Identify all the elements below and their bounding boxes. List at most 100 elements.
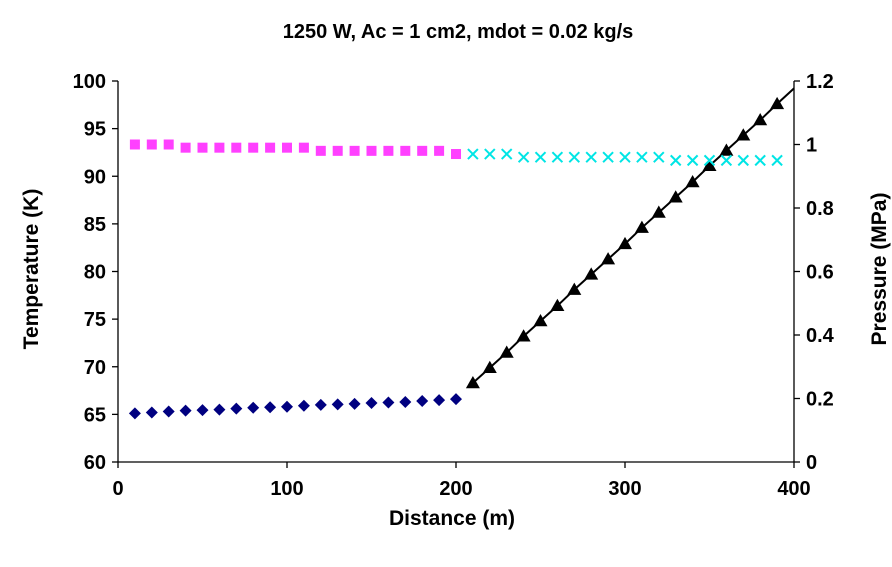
triangle-point	[482, 360, 497, 373]
triangle-point	[499, 345, 514, 358]
diamond-point	[179, 404, 192, 417]
diamond-point	[230, 402, 243, 415]
square-point	[163, 139, 174, 150]
diamond-point	[162, 405, 175, 418]
x-point-stroke	[619, 151, 631, 163]
diamond-point	[433, 394, 446, 407]
series-3-x	[467, 148, 783, 167]
triangle-point	[651, 205, 666, 218]
triangle-point	[516, 329, 531, 342]
x-point-stroke	[754, 154, 766, 167]
y-tick-label: 75	[84, 309, 106, 331]
x-point-stroke	[484, 148, 496, 160]
square-point	[332, 145, 343, 156]
x-point	[636, 151, 648, 163]
x-point-stroke	[551, 151, 564, 163]
y-tick-label: 70	[84, 357, 106, 379]
x-point	[703, 154, 716, 167]
x-point	[517, 151, 530, 163]
x-point-stroke	[602, 151, 614, 163]
y-tick-label: 95	[84, 119, 106, 141]
series-0-diamond	[128, 393, 462, 420]
square-point	[282, 142, 292, 153]
square-point	[298, 142, 309, 153]
chart-title: 1250 W, Ac = 1 cm2, mdot = 0.02 kg/s	[283, 21, 634, 43]
diamond-point	[297, 399, 310, 412]
y2-axis-label: Pressure (MPa)	[868, 193, 891, 346]
square-point	[349, 145, 360, 156]
triangle-point	[584, 267, 599, 280]
triangle-point	[770, 96, 785, 110]
square-point	[197, 142, 208, 153]
triangle-point	[736, 128, 751, 141]
square-point	[214, 142, 225, 153]
x-point	[669, 154, 682, 167]
x-point	[484, 148, 496, 160]
diamond-point	[382, 396, 395, 409]
x-tick-label: 400	[777, 478, 810, 500]
square-point	[265, 142, 276, 153]
x-point-stroke	[771, 154, 783, 167]
y-tick-label: 65	[84, 404, 106, 426]
diamond-point	[264, 401, 277, 414]
diamond-point	[348, 397, 361, 410]
y-tick-label: 90	[84, 166, 106, 188]
x-point	[602, 151, 614, 163]
x-point	[619, 151, 631, 163]
triangle-point	[634, 220, 649, 233]
x-point-stroke	[737, 154, 750, 167]
y-tick-label: 85	[84, 214, 106, 236]
y2-tick-label: 1.2	[806, 71, 834, 93]
x-point	[686, 154, 699, 167]
triangle-point	[719, 143, 734, 156]
x-point-stroke	[585, 151, 597, 163]
diamond-point	[213, 403, 226, 416]
square-point	[366, 145, 377, 156]
x-point	[754, 154, 766, 167]
triangle-point	[702, 158, 717, 172]
x-point	[771, 154, 783, 167]
x-axis-label: Distance (m)	[389, 507, 515, 530]
triangle-point	[668, 190, 683, 203]
x-point-stroke	[669, 154, 682, 167]
diamond-point	[399, 395, 412, 408]
x-point	[585, 151, 597, 163]
square-point	[451, 149, 461, 160]
x-point	[500, 148, 513, 160]
diamond-point	[128, 407, 141, 420]
diamond-point	[314, 398, 327, 411]
x-point-stroke	[517, 151, 530, 163]
square-point	[180, 142, 191, 153]
square-point	[315, 145, 326, 156]
square-point	[248, 142, 259, 153]
x-tick-label: 200	[439, 478, 472, 500]
x-tick-label: 300	[608, 478, 641, 500]
square-point	[417, 145, 428, 156]
x-point-stroke	[653, 151, 665, 163]
x-point-stroke	[500, 148, 513, 160]
axes: 0 100 200 300 400 60 65 70 75 80 85 90 95 100 0 0.2 0.4 0…	[73, 71, 835, 500]
triangle-point	[601, 252, 616, 265]
y-tick-label: 60	[84, 452, 106, 474]
y2-tick-label: 0.8	[806, 198, 834, 220]
x-point-stroke	[467, 148, 479, 160]
x-point	[737, 154, 750, 167]
x-point-stroke	[534, 151, 547, 163]
x-point	[568, 151, 581, 163]
x-point-stroke	[720, 154, 733, 167]
plot-area	[128, 87, 795, 420]
x-point	[551, 151, 564, 163]
y-axis-label: Temperature (K)	[20, 189, 43, 350]
x-point-stroke	[703, 154, 716, 167]
triangle-point	[465, 375, 480, 389]
triangle-point	[753, 113, 768, 126]
diamond-point	[331, 398, 344, 411]
x-point	[720, 154, 733, 167]
diamond-point	[450, 393, 462, 406]
x-tick-label: 100	[270, 478, 303, 500]
x-point	[467, 148, 479, 160]
series-1-triangle	[465, 87, 795, 389]
square-point	[400, 145, 411, 156]
square-point	[129, 139, 140, 150]
